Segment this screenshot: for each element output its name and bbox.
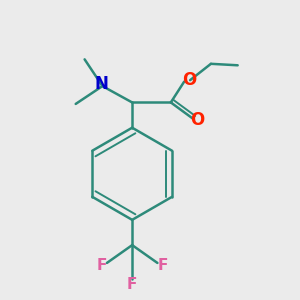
Text: N: N [94,75,108,93]
Text: F: F [96,258,107,273]
Text: O: O [182,71,197,89]
Text: O: O [190,111,205,129]
Text: F: F [158,258,168,273]
Text: F: F [127,277,137,292]
